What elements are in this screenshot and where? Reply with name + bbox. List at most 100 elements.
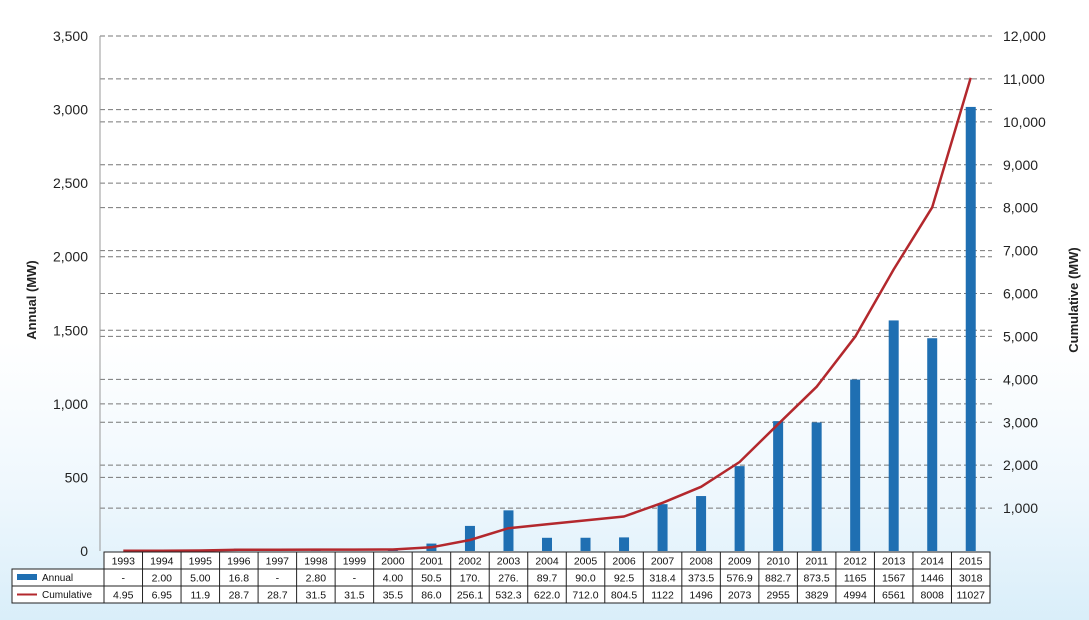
bar-2009 <box>734 466 745 551</box>
table-annual-value: 576.9 <box>726 573 752 585</box>
y-tick-label: 3,000 <box>53 102 88 118</box>
table-cumulative-value: 2955 <box>766 590 790 602</box>
table-year: 1996 <box>227 556 251 568</box>
data-table: 1993 1994 1995 1996 1997 1998 1999 2000 2001 2002… <box>11 551 991 604</box>
table-annual-value: - <box>353 573 357 585</box>
bar-2010 <box>773 421 784 551</box>
table-annual-value: 3018 <box>959 573 983 585</box>
table-cumulative-value: 2073 <box>728 590 752 602</box>
gridlines <box>99 35 992 551</box>
table-annual-value: 318.4 <box>649 573 675 585</box>
y2-tick-label: 6,000 <box>1003 286 1038 302</box>
table-annual-value: 89.7 <box>537 573 558 585</box>
legend-annual-swatch <box>17 574 37 580</box>
y-tick-label: 500 <box>65 469 89 485</box>
table-year: 2011 <box>805 556 828 568</box>
table-year: 2000 <box>381 556 405 568</box>
table-cumulative-value: 4994 <box>843 590 867 602</box>
bar-2011 <box>811 422 822 551</box>
table-year: 2010 <box>766 556 790 568</box>
bar-2002 <box>464 525 475 551</box>
table-cumulative-value: 11027 <box>957 590 986 602</box>
y2-tick-label: 7,000 <box>1003 243 1038 259</box>
y2-tick-label: 9,000 <box>1003 157 1038 173</box>
table-annual-value: 5.00 <box>190 573 211 585</box>
y2-tick-label: 5,000 <box>1003 328 1038 344</box>
legend-annual-label: Annual <box>42 573 73 584</box>
table-cumulative-value: 712.0 <box>572 590 598 602</box>
bar-2005 <box>580 537 591 551</box>
cumulative-line-group <box>123 77 972 553</box>
y2-tick-label: 3,000 <box>1003 414 1038 430</box>
annual-bars <box>156 106 976 552</box>
table-annual-value: 1567 <box>882 573 906 585</box>
table-year: 2015 <box>959 556 983 568</box>
table-annual-value: 90.0 <box>575 573 596 585</box>
table-annual-value: 276. <box>498 573 518 585</box>
bar-2012 <box>850 379 861 551</box>
table-annual-value: 4.00 <box>383 573 404 585</box>
y-tick-label: 2,000 <box>53 249 88 265</box>
table-cumulative-value: 622.0 <box>534 590 560 602</box>
table-year: 1997 <box>266 556 290 568</box>
y2-tick-label: 4,000 <box>1003 371 1038 387</box>
bar-2015 <box>965 106 976 552</box>
bar-2013 <box>888 320 899 551</box>
y-tick-label: 1,500 <box>53 322 88 338</box>
table-annual-value: 170. <box>460 573 480 585</box>
table-cumulative-value: 1496 <box>689 590 713 602</box>
y-tick-label: 2,500 <box>53 175 88 191</box>
right-axis-ticks: 1,000 2,000 3,000 4,000 5,000 6,000 7,000 8,000… <box>1003 28 1046 516</box>
table-cumulative-value: 31.5 <box>306 590 327 602</box>
table-year: 1993 <box>112 556 136 568</box>
table-year: 2005 <box>574 556 598 568</box>
table-annual-value: - <box>122 573 126 585</box>
table-year: 2009 <box>728 556 752 568</box>
table-year: 1995 <box>189 556 213 568</box>
y2-tick-label: 2,000 <box>1003 457 1038 473</box>
table-cumulative-value: 6561 <box>882 590 906 602</box>
legend-cumulative-label: Cumulative <box>42 590 92 601</box>
y2-tick-label: 12,000 <box>1003 28 1046 44</box>
table-year: 2013 <box>882 556 906 568</box>
table-year: 2008 <box>689 556 713 568</box>
table-year: 1994 <box>150 556 174 568</box>
table-year: 2001 <box>420 556 444 568</box>
table-year: 2004 <box>535 556 559 568</box>
y2-tick-label: 8,000 <box>1003 200 1038 216</box>
table-annual-value: 16.8 <box>229 573 250 585</box>
table-annual-value: - <box>276 573 280 585</box>
table-year: 1998 <box>304 556 328 568</box>
table-cumulative-value: 86.0 <box>421 590 442 602</box>
table-cumulative-value: 3829 <box>805 590 829 602</box>
table-cumulative-value: 256.1 <box>457 590 483 602</box>
y2-tick-label: 11,000 <box>1003 71 1045 87</box>
y-tick-label: 3,500 <box>53 28 88 44</box>
table-year: 2014 <box>921 556 945 568</box>
table-cumulative-value: 28.7 <box>267 590 288 602</box>
cumulative-line <box>123 77 972 553</box>
table-annual-value: 2.00 <box>152 573 173 585</box>
bar-2014 <box>927 338 938 551</box>
bar-2003 <box>503 510 514 551</box>
table-annual-value: 2.80 <box>306 573 327 585</box>
table-cumulative-value: 8008 <box>921 590 945 602</box>
table-annual-value: 50.5 <box>421 573 442 585</box>
table-year: 1999 <box>343 556 367 568</box>
table-cumulative-value: 31.5 <box>344 590 365 602</box>
y2-tick-label: 10,000 <box>1003 114 1046 130</box>
table-year: 2002 <box>458 556 482 568</box>
table-year: 2012 <box>843 556 867 568</box>
bar-2004 <box>542 537 552 551</box>
y2-axis-title: Cumulative (MW) <box>1066 247 1081 352</box>
bar-2007 <box>657 504 668 551</box>
y2-tick-label: 1,000 <box>1003 500 1038 516</box>
table-annual-value: 1165 <box>844 573 867 585</box>
table-annual-value: 1446 <box>921 573 945 585</box>
y-axis-title: Annual (MW) <box>24 260 39 339</box>
table-annual-value: 873.5 <box>804 573 830 585</box>
table-year: 2007 <box>651 556 675 568</box>
table-year: 2006 <box>612 556 636 568</box>
table-cumulative-value: 35.5 <box>383 590 404 602</box>
